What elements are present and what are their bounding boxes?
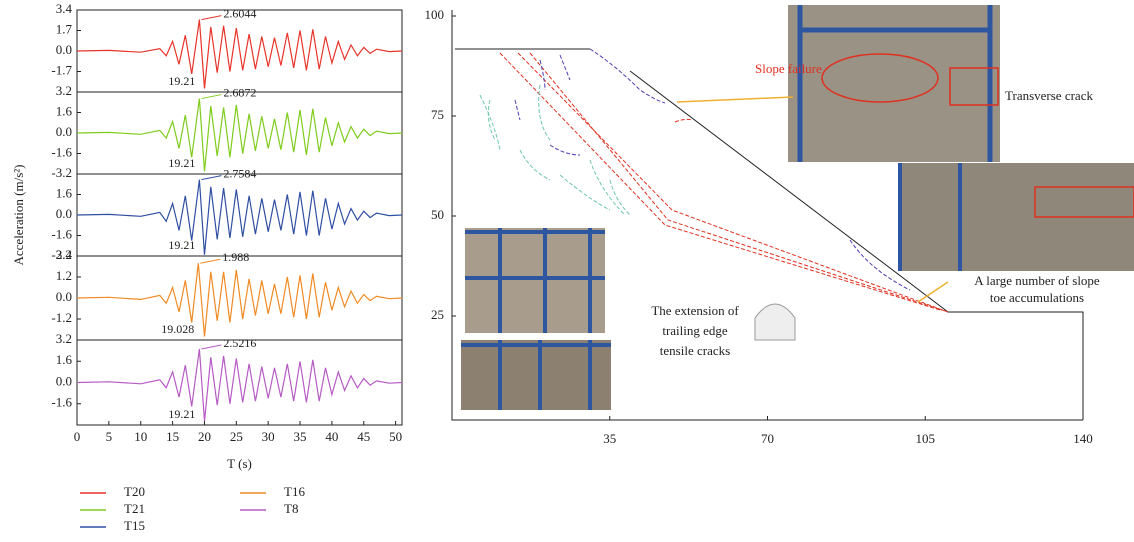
annotation: toe accumulations xyxy=(990,290,1084,305)
x-tick-label: 140 xyxy=(1073,431,1093,446)
x-tick-label: 5 xyxy=(106,429,113,444)
y-tick-label: 75 xyxy=(431,107,444,122)
x-tick-label: 35 xyxy=(294,429,307,444)
y-tick-label: 100 xyxy=(425,7,445,22)
x-tick-label: 105 xyxy=(916,431,936,446)
y-axis-label: Acceleration (m/s²) xyxy=(11,165,26,266)
x-tick-label: 70 xyxy=(761,431,774,446)
y-tick-label: -3.2 xyxy=(51,165,72,180)
annotation: tensile cracks xyxy=(660,343,730,358)
peak-label: 2.7584 xyxy=(223,166,256,180)
axes xyxy=(451,10,1083,421)
peak-time-label: 19.21 xyxy=(168,74,195,88)
series-line xyxy=(76,263,403,337)
y-tick-label: 1.6 xyxy=(56,103,73,118)
x-tick-label: 40 xyxy=(325,429,338,444)
y-tick-label: -3.2 xyxy=(51,247,72,262)
x-axis-label: T (s) xyxy=(227,456,252,471)
y-tick-label: 1.7 xyxy=(56,21,73,36)
y-tick-label: 1.6 xyxy=(56,352,73,367)
x-tick-label: 15 xyxy=(166,429,179,444)
y-tick-label: 0.0 xyxy=(56,42,72,57)
legend-label: T21 xyxy=(124,501,145,516)
photo-left xyxy=(461,228,611,410)
y-tick-label: -1.7 xyxy=(51,62,72,77)
y-tick-label: -1.6 xyxy=(51,395,72,410)
y-tick-label: 50 xyxy=(431,207,444,222)
y-tick-label: 2.4 xyxy=(56,247,73,262)
series-line xyxy=(76,179,403,255)
peak-arrow xyxy=(201,94,222,100)
x-tick-label: 45 xyxy=(357,429,370,444)
slope-outline xyxy=(455,48,1084,420)
series-line xyxy=(76,19,403,89)
annotation: Transverse crack xyxy=(1005,88,1093,103)
y-tick-label: 3.2 xyxy=(56,331,72,346)
peak-time-label: 19.21 xyxy=(168,407,195,421)
peak-label: 2.5216 xyxy=(223,336,256,350)
x-tick-label: 20 xyxy=(198,429,211,444)
x-tick-label: 35 xyxy=(603,431,616,446)
slope-diagram: Slope failure Transverse crack A large n… xyxy=(455,5,1134,420)
x-tick-label: 10 xyxy=(134,429,147,444)
peak-arrow xyxy=(201,344,222,350)
legend-label: T16 xyxy=(284,484,305,499)
x-tick-label: 0 xyxy=(74,429,81,444)
y-tick-label: 0.0 xyxy=(56,289,72,304)
x-tick-label: 50 xyxy=(389,429,402,444)
peak-label: 2.6044 xyxy=(223,6,256,20)
peak-arrow xyxy=(201,175,222,181)
peak-time-label: 19.028 xyxy=(161,322,194,336)
tunnel-icon xyxy=(754,303,796,341)
photo-top xyxy=(788,5,1000,162)
peak-arrow xyxy=(200,258,221,264)
annotation: trailing edge xyxy=(662,323,728,338)
legend-label: T15 xyxy=(124,518,145,533)
y-tick-label: 0.0 xyxy=(56,206,72,221)
cracks xyxy=(479,48,949,313)
y-tick-label: 3.2 xyxy=(56,83,72,98)
y-tick-label: -1.6 xyxy=(51,226,72,241)
annotation: The extension of xyxy=(651,303,739,318)
y-tick-label: -1.6 xyxy=(51,144,72,159)
peak-label: 2.6872 xyxy=(223,85,256,99)
annotation: Slope failure xyxy=(755,61,822,76)
series-line xyxy=(76,98,403,172)
y-tick-label: 25 xyxy=(431,307,444,322)
peak-arrow xyxy=(201,15,222,21)
x-tick-label: 30 xyxy=(262,429,275,444)
y-tick-label: 1.6 xyxy=(56,185,73,200)
y-tick-label: 3.4 xyxy=(56,1,73,16)
peak-label: 1.988 xyxy=(222,250,249,264)
y-tick-label: -1.2 xyxy=(51,310,72,325)
y-tick-label: 1.2 xyxy=(56,268,72,283)
legend-label: T20 xyxy=(124,484,145,499)
annotation: A large number of slope xyxy=(974,273,1100,288)
y-tick-label: 0.0 xyxy=(56,373,72,388)
arrows xyxy=(676,96,949,303)
series-line xyxy=(76,348,403,422)
photo-right xyxy=(898,163,1134,271)
x-tick-label: 25 xyxy=(230,429,243,444)
peak-time-label: 19.21 xyxy=(168,156,195,170)
y-tick-label: 0.0 xyxy=(56,124,72,139)
legend-label: T8 xyxy=(284,501,298,516)
peak-time-label: 19.21 xyxy=(168,238,195,252)
